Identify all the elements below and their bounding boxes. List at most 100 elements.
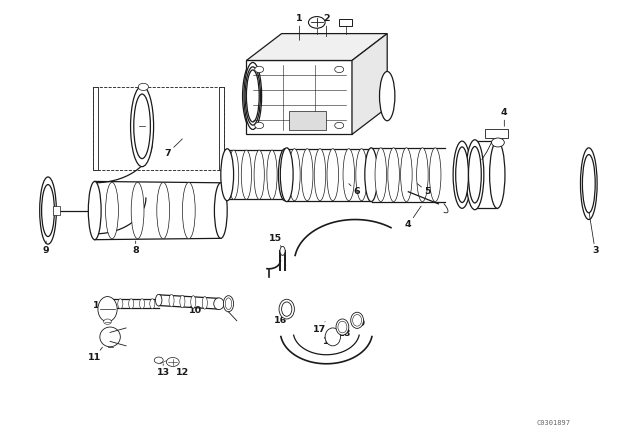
Ellipse shape [279, 299, 294, 319]
Ellipse shape [106, 182, 118, 239]
Ellipse shape [202, 297, 207, 309]
Polygon shape [352, 34, 387, 134]
Text: 15: 15 [269, 234, 282, 247]
Ellipse shape [417, 148, 428, 202]
Circle shape [166, 358, 179, 366]
Ellipse shape [468, 146, 481, 203]
Ellipse shape [246, 70, 259, 122]
Ellipse shape [456, 147, 468, 202]
Text: C0301897: C0301897 [536, 420, 571, 426]
Ellipse shape [280, 148, 293, 202]
Ellipse shape [129, 299, 134, 309]
Ellipse shape [280, 246, 285, 255]
Text: 7: 7 [164, 139, 182, 158]
Bar [289, 112, 326, 130]
Ellipse shape [169, 294, 174, 307]
Text: 9: 9 [43, 241, 49, 255]
Bar [93, 87, 224, 170]
Text: 16: 16 [323, 334, 336, 346]
Ellipse shape [42, 185, 54, 237]
Ellipse shape [131, 182, 144, 239]
Text: 17: 17 [314, 322, 326, 334]
Ellipse shape [182, 182, 195, 239]
Ellipse shape [157, 182, 170, 239]
Text: 13: 13 [157, 364, 170, 377]
Ellipse shape [282, 302, 292, 316]
Text: 14: 14 [93, 301, 108, 311]
Ellipse shape [453, 141, 471, 208]
Text: 18: 18 [338, 326, 351, 338]
Text: 11: 11 [88, 347, 102, 362]
Ellipse shape [131, 86, 154, 167]
Ellipse shape [243, 62, 263, 129]
Ellipse shape [245, 67, 260, 125]
Text: 1: 1 [296, 14, 303, 40]
Text: 8: 8 [132, 241, 139, 255]
Ellipse shape [301, 149, 313, 201]
Ellipse shape [100, 327, 120, 347]
Ellipse shape [118, 299, 123, 309]
Ellipse shape [289, 149, 300, 201]
Ellipse shape [466, 140, 484, 210]
Text: 5: 5 [417, 184, 431, 196]
Ellipse shape [580, 148, 597, 220]
Ellipse shape [214, 183, 227, 238]
Circle shape [335, 122, 344, 129]
Ellipse shape [244, 62, 262, 129]
Ellipse shape [582, 155, 595, 213]
Ellipse shape [140, 299, 145, 309]
Ellipse shape [375, 148, 387, 202]
Ellipse shape [225, 298, 232, 310]
Ellipse shape [356, 149, 367, 201]
Circle shape [138, 83, 148, 90]
Ellipse shape [325, 328, 340, 346]
Text: 4: 4 [405, 206, 421, 229]
Ellipse shape [351, 312, 364, 328]
Polygon shape [246, 60, 352, 134]
Ellipse shape [429, 148, 441, 202]
Ellipse shape [156, 294, 162, 306]
Ellipse shape [134, 94, 150, 159]
Ellipse shape [388, 148, 399, 202]
Ellipse shape [98, 297, 117, 322]
Text: 4: 4 [501, 108, 508, 126]
Text: 2: 2 [323, 14, 330, 37]
Ellipse shape [40, 177, 56, 244]
Ellipse shape [221, 149, 234, 201]
Ellipse shape [180, 295, 185, 308]
Circle shape [154, 357, 163, 363]
Ellipse shape [336, 319, 349, 335]
Polygon shape [246, 34, 387, 60]
Text: 10: 10 [189, 301, 202, 314]
Text: 16: 16 [274, 310, 287, 325]
Ellipse shape [338, 321, 347, 333]
Ellipse shape [492, 138, 504, 147]
Ellipse shape [88, 181, 101, 240]
Circle shape [255, 122, 264, 129]
Bar [53, 206, 60, 215]
Bar [93, 87, 98, 170]
Circle shape [335, 66, 344, 73]
Ellipse shape [327, 149, 339, 201]
Ellipse shape [228, 150, 239, 199]
Ellipse shape [267, 150, 277, 199]
Text: 3: 3 [589, 211, 598, 255]
Text: 12: 12 [172, 364, 189, 377]
Ellipse shape [343, 149, 355, 201]
Bar [339, 19, 352, 26]
Text: 6: 6 [349, 184, 360, 196]
Ellipse shape [365, 148, 378, 202]
Ellipse shape [490, 141, 505, 208]
Ellipse shape [254, 150, 264, 199]
Circle shape [308, 17, 325, 28]
Polygon shape [485, 129, 508, 138]
Ellipse shape [241, 150, 252, 199]
Ellipse shape [150, 299, 155, 309]
Circle shape [255, 66, 264, 73]
Circle shape [104, 319, 111, 324]
Bar [219, 87, 224, 170]
Text: 19: 19 [353, 318, 366, 328]
Ellipse shape [214, 298, 224, 310]
Ellipse shape [223, 296, 234, 312]
Ellipse shape [278, 149, 291, 201]
